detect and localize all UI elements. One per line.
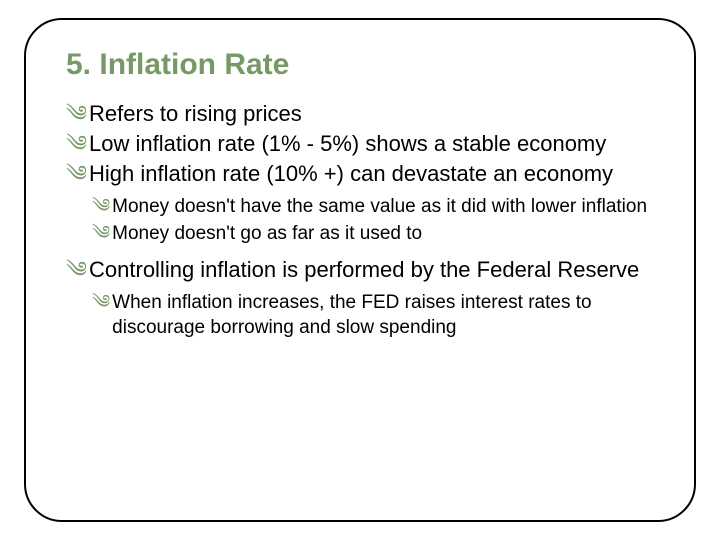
sub-bullet-item: ༄ When inflation increases, the FED rais… <box>92 290 654 340</box>
bullet-item: ༄ Refers to rising prices <box>66 100 654 128</box>
bullet-text: High inflation rate (10% +) can devastat… <box>89 160 613 188</box>
sub-bullet-list: ༄ Money doesn't have the same value as i… <box>92 194 654 246</box>
bullet-marker: ༄ <box>66 130 87 158</box>
slide-frame: 5. Inflation Rate ༄ Refers to rising pri… <box>24 18 696 522</box>
main-bullet-list-2: ༄ Controlling inflation is performed by … <box>66 256 654 284</box>
bullet-marker: ༄ <box>92 290 110 315</box>
bullet-marker: ༄ <box>66 100 87 128</box>
sub-bullet-item: ༄ Money doesn't have the same value as i… <box>92 194 654 219</box>
sub-bullet-item: ༄ Money doesn't go as far as it used to <box>92 221 654 246</box>
bullet-item: ༄ High inflation rate (10% +) can devast… <box>66 160 654 188</box>
bullet-marker: ༄ <box>66 256 87 284</box>
bullet-text: Refers to rising prices <box>89 100 302 128</box>
bullet-marker: ༄ <box>92 194 110 219</box>
sub-bullet-text: Money doesn't go as far as it used to <box>112 221 422 246</box>
bullet-marker: ༄ <box>92 221 110 246</box>
sub-bullet-text: When inflation increases, the FED raises… <box>112 290 654 340</box>
bullet-text: Low inflation rate (1% - 5%) shows a sta… <box>89 130 606 158</box>
sub-bullet-text: Money doesn't have the same value as it … <box>112 194 647 219</box>
sub-bullet-list-2: ༄ When inflation increases, the FED rais… <box>92 290 654 340</box>
slide-title: 5. Inflation Rate <box>66 48 654 82</box>
bullet-marker: ༄ <box>66 160 87 188</box>
bullet-item: ༄ Controlling inflation is performed by … <box>66 256 654 284</box>
bullet-item: ༄ Low inflation rate (1% - 5%) shows a s… <box>66 130 654 158</box>
main-bullet-list: ༄ Refers to rising prices ༄ Low inflatio… <box>66 100 654 188</box>
bullet-text: Controlling inflation is performed by th… <box>89 256 639 284</box>
